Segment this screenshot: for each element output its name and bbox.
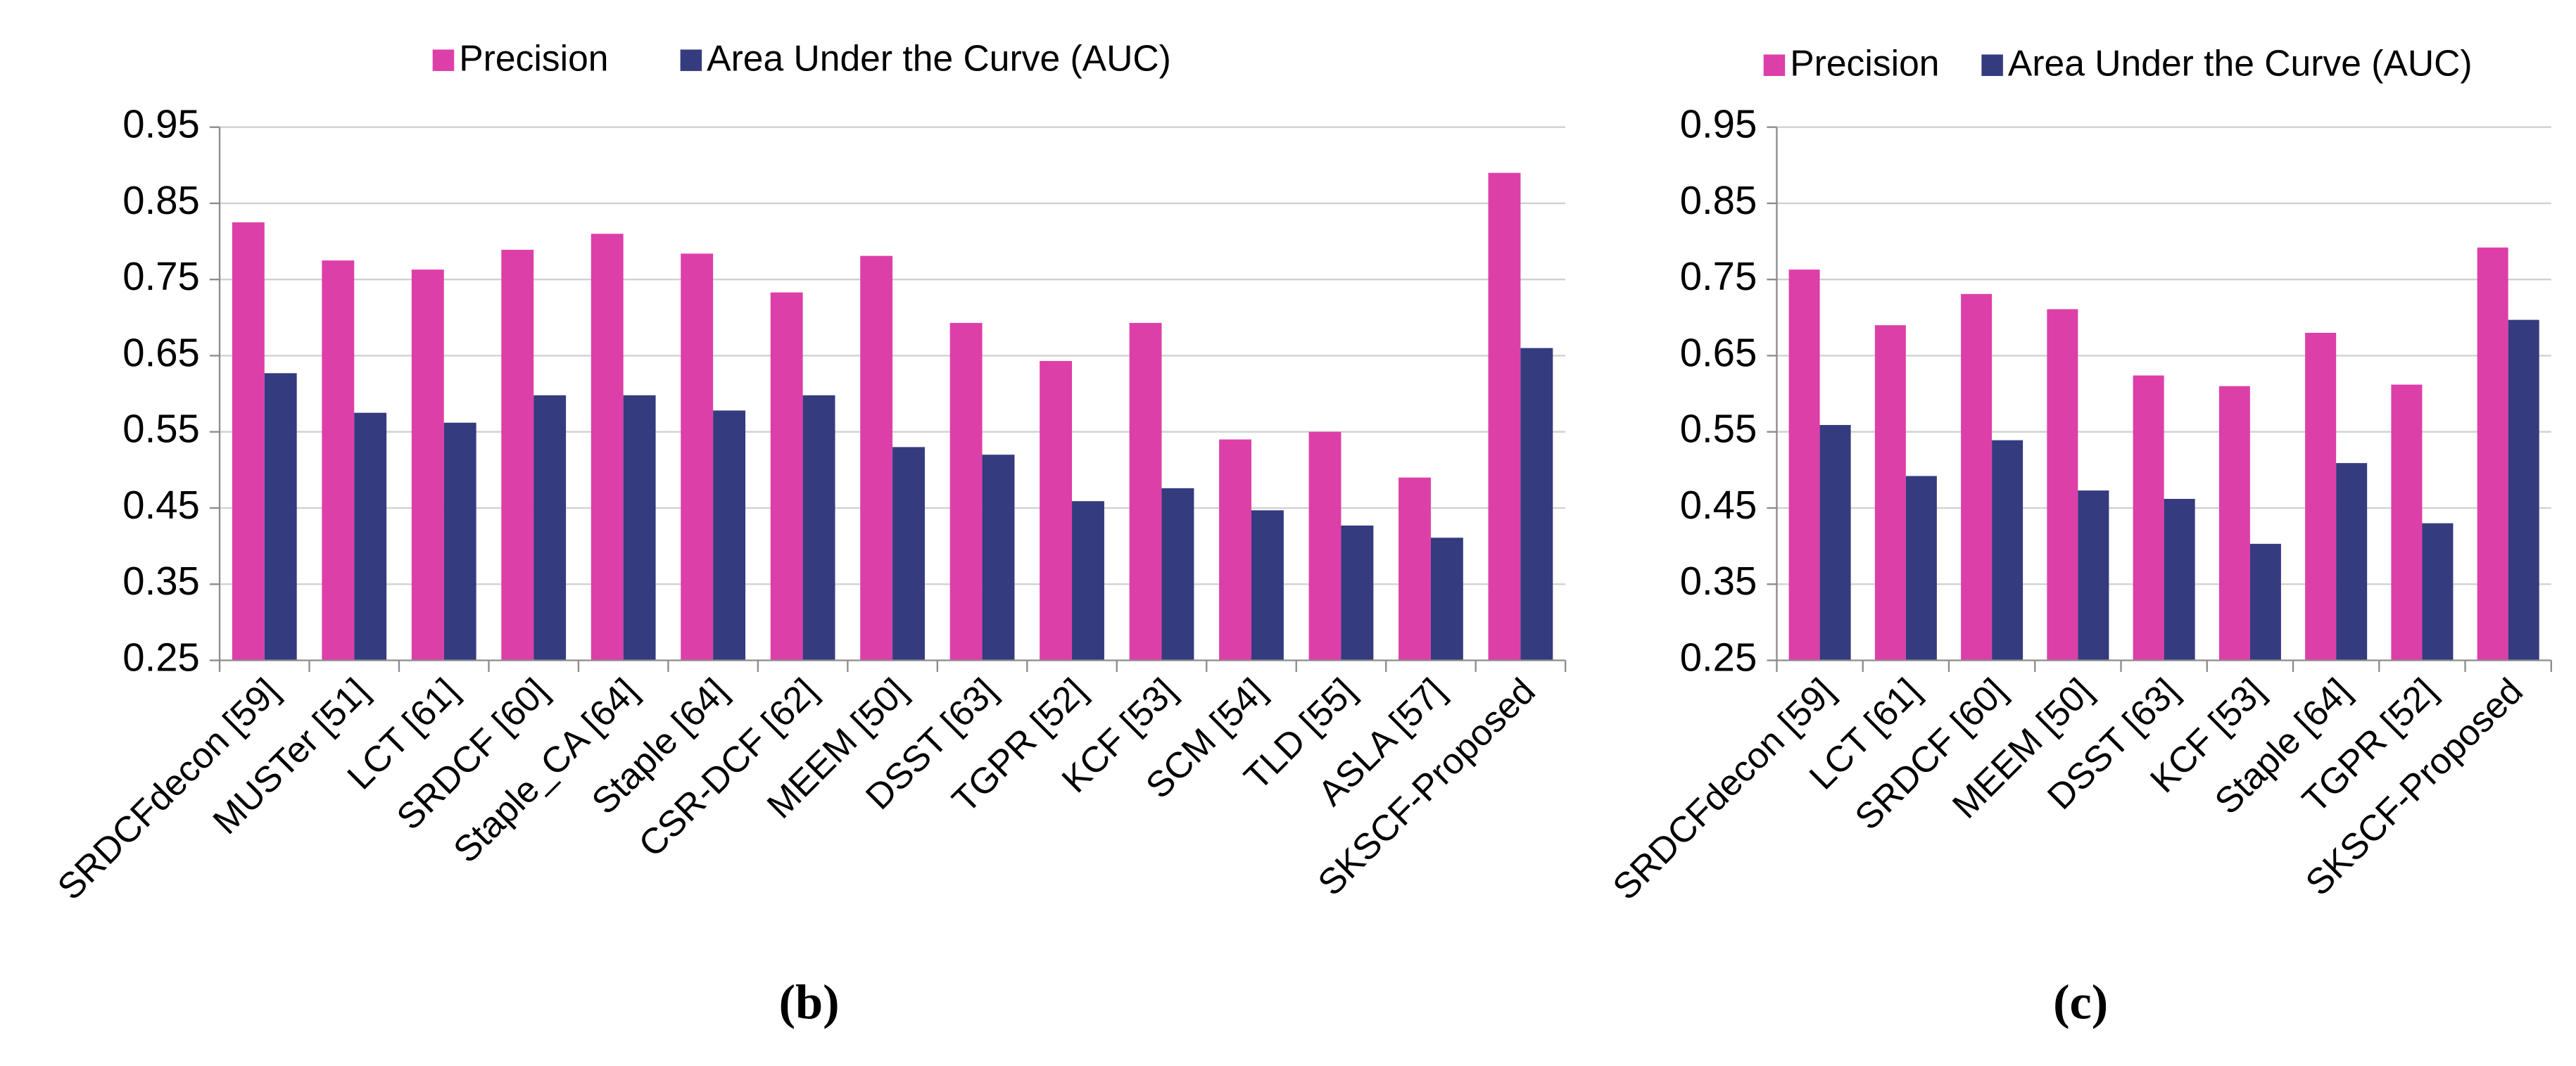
y-tick-label: 0.35: [1680, 559, 1757, 603]
bar: [1341, 525, 1374, 661]
bar: [1992, 440, 2023, 661]
caption: (c): [2053, 975, 2108, 1029]
bar: [1251, 510, 1284, 661]
bar: [264, 373, 297, 661]
y-tick-label: 0.75: [122, 254, 200, 298]
bar: [1430, 538, 1463, 661]
legend-swatch: [680, 49, 702, 71]
bar: [1040, 361, 1073, 661]
bar: [770, 292, 803, 661]
y-tick-label: 0.95: [1680, 102, 1757, 146]
y-tick-label: 0.35: [122, 559, 200, 603]
bar: [1161, 488, 1194, 661]
y-tick-label: 0.45: [122, 483, 200, 527]
y-tick-label: 0.85: [1680, 178, 1757, 222]
bar: [1488, 172, 1521, 661]
y-tick-label: 0.85: [122, 178, 200, 222]
bar: [2477, 247, 2508, 661]
legend-label: Area Under the Curve (AUC): [707, 37, 1171, 78]
bar: [1788, 269, 1820, 661]
legend-label: Precision: [459, 37, 608, 78]
bar: [623, 395, 656, 661]
y-tick-label: 0.95: [122, 102, 200, 146]
y-tick-label: 0.65: [122, 330, 200, 374]
bar: [1072, 501, 1104, 661]
legend-swatch: [1763, 54, 1786, 76]
bar: [860, 255, 893, 661]
bar: [1905, 476, 1937, 661]
bar: [2508, 319, 2539, 661]
bar: [1308, 431, 1341, 661]
bar: [1819, 424, 1851, 661]
x-tick-label: SRDCFdecon [59]: [1605, 670, 1842, 907]
y-tick-label: 0.65: [1680, 330, 1757, 374]
bar: [892, 447, 925, 661]
y-tick-label: 0.55: [1680, 407, 1757, 451]
y-tick-label: 0.25: [122, 635, 200, 679]
bar: [2249, 543, 2281, 661]
y-tick-label: 0.45: [1680, 483, 1757, 527]
bar: [354, 412, 387, 661]
bar: [713, 410, 746, 661]
bar: [1219, 439, 1251, 661]
bar: [443, 422, 476, 661]
bar: [1129, 322, 1162, 661]
bar: [982, 455, 1015, 661]
bar: [2218, 386, 2250, 661]
bar: [802, 395, 835, 661]
bar: [2133, 375, 2164, 661]
legend-label: Precision: [1790, 43, 1939, 84]
bar: [232, 222, 265, 661]
bar: [533, 395, 567, 661]
legend-swatch: [1981, 54, 2003, 76]
bar: [2305, 332, 2337, 661]
bar: [322, 260, 355, 661]
bar: [2078, 490, 2109, 661]
bar: [411, 269, 444, 661]
bar: [1399, 477, 1431, 661]
bar: [949, 322, 983, 661]
caption: (b): [779, 975, 840, 1029]
bar: [1874, 325, 1906, 661]
bar: [1961, 293, 1993, 661]
legend-swatch: [432, 49, 455, 71]
bar: [591, 234, 624, 661]
y-tick-label: 0.75: [1680, 254, 1757, 298]
y-tick-label: 0.55: [122, 407, 200, 451]
y-tick-label: 0.25: [1680, 635, 1757, 679]
bar: [2164, 498, 2195, 661]
legend-label: Area Under the Curve (AUC): [2008, 43, 2473, 84]
bar: [2422, 523, 2454, 661]
bar: [501, 249, 534, 661]
bar: [2336, 463, 2368, 661]
bar: [681, 253, 714, 661]
bar: [1520, 348, 1553, 661]
bar: [2047, 309, 2078, 661]
bar: [2391, 384, 2423, 661]
